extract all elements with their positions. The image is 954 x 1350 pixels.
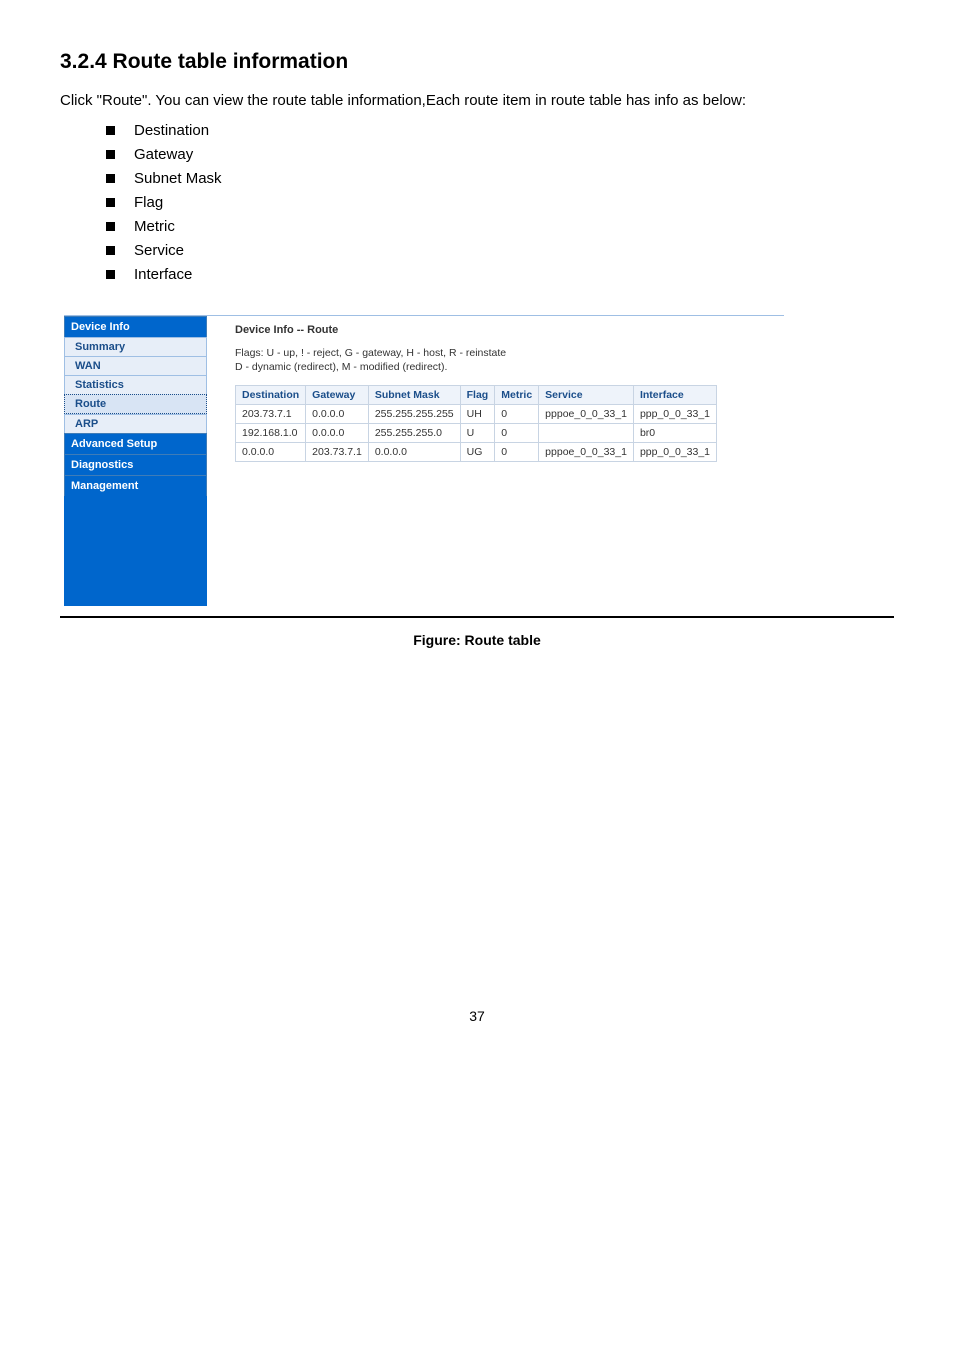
cell-destination: 0.0.0.0 <box>236 442 306 461</box>
cell-flag: U <box>460 423 495 442</box>
cell-destination: 203.73.7.1 <box>236 404 306 423</box>
flags-line-2: D - dynamic (redirect), M - modified (re… <box>235 361 447 373</box>
cell-interface: ppp_0_0_33_1 <box>633 442 716 461</box>
cell-interface: ppp_0_0_33_1 <box>633 404 716 423</box>
cell-gateway: 0.0.0.0 <box>306 423 369 442</box>
cell-subnet-mask: 255.255.255.0 <box>368 423 460 442</box>
sidebar: Device Info Summary WAN Statistics Route… <box>64 316 207 606</box>
sidebar-heading-diagnostics[interactable]: Diagnostics <box>64 454 207 475</box>
intro-paragraph: Click "Route". You can view the route ta… <box>60 90 894 113</box>
cell-service: pppoe_0_0_33_1 <box>539 442 634 461</box>
sidebar-item-statistics[interactable]: Statistics <box>64 375 207 394</box>
content-pane: Device Info -- Route Flags: U - up, ! - … <box>207 316 784 606</box>
page-number: 37 <box>60 1008 894 1024</box>
sidebar-item-summary[interactable]: Summary <box>64 337 207 356</box>
col-flag: Flag <box>460 385 495 404</box>
bullet-item: Interface <box>106 263 894 287</box>
bullet-item: Metric <box>106 215 894 239</box>
sidebar-item-wan[interactable]: WAN <box>64 356 207 375</box>
cell-metric: 0 <box>495 423 539 442</box>
sidebar-heading-management[interactable]: Management <box>64 475 207 496</box>
sidebar-heading-advanced-setup[interactable]: Advanced Setup <box>64 433 207 454</box>
sidebar-item-route[interactable]: Route <box>64 394 207 414</box>
col-metric: Metric <box>495 385 539 404</box>
bullet-item: Gateway <box>106 143 894 167</box>
table-row: 203.73.7.1 0.0.0.0 255.255.255.255 UH 0 … <box>236 404 717 423</box>
cell-metric: 0 <box>495 404 539 423</box>
sidebar-item-arp[interactable]: ARP <box>64 414 207 433</box>
table-row: 0.0.0.0 203.73.7.1 0.0.0.0 UG 0 pppoe_0_… <box>236 442 717 461</box>
bullet-item: Subnet Mask <box>106 167 894 191</box>
screenshot-container: Device Info Summary WAN Statistics Route… <box>60 315 894 606</box>
pane-description: Flags: U - up, ! - reject, G - gateway, … <box>235 346 768 375</box>
cell-service: pppoe_0_0_33_1 <box>539 404 634 423</box>
route-table: Destination Gateway Subnet Mask Flag Met… <box>235 385 717 462</box>
flags-line-1: Flags: U - up, ! - reject, G - gateway, … <box>235 347 506 359</box>
pane-title: Device Info -- Route <box>235 324 768 336</box>
table-header-row: Destination Gateway Subnet Mask Flag Met… <box>236 385 717 404</box>
cell-gateway: 203.73.7.1 <box>306 442 369 461</box>
cell-gateway: 0.0.0.0 <box>306 404 369 423</box>
sidebar-heading-device-info[interactable]: Device Info <box>64 316 207 337</box>
col-gateway: Gateway <box>306 385 369 404</box>
cell-subnet-mask: 255.255.255.255 <box>368 404 460 423</box>
cell-flag: UG <box>460 442 495 461</box>
col-destination: Destination <box>236 385 306 404</box>
cell-flag: UH <box>460 404 495 423</box>
section-heading: 3.2.4 Route table information <box>60 50 894 74</box>
bullet-item: Flag <box>106 191 894 215</box>
cell-subnet-mask: 0.0.0.0 <box>368 442 460 461</box>
bullet-list: Destination Gateway Subnet Mask Flag Met… <box>106 119 894 287</box>
cell-destination: 192.168.1.0 <box>236 423 306 442</box>
cell-metric: 0 <box>495 442 539 461</box>
table-row: 192.168.1.0 0.0.0.0 255.255.255.0 U 0 br… <box>236 423 717 442</box>
col-subnet-mask: Subnet Mask <box>368 385 460 404</box>
bullet-item: Service <box>106 239 894 263</box>
figure-caption: Figure: Route table <box>60 632 894 648</box>
bullet-item: Destination <box>106 119 894 143</box>
cell-service <box>539 423 634 442</box>
divider-line <box>60 616 894 618</box>
col-service: Service <box>539 385 634 404</box>
sidebar-fill <box>64 496 207 606</box>
cell-interface: br0 <box>633 423 716 442</box>
router-ui-screenshot: Device Info Summary WAN Statistics Route… <box>64 315 784 606</box>
col-interface: Interface <box>633 385 716 404</box>
